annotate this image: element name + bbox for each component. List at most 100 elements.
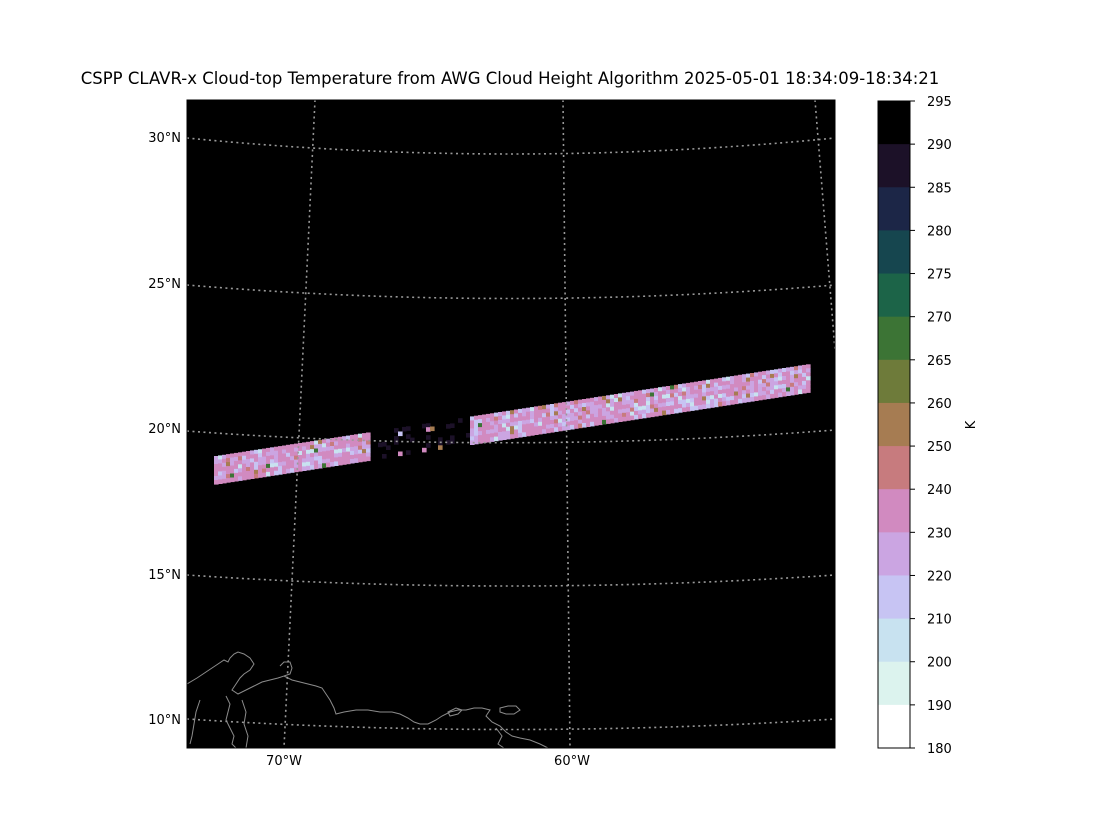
swath-pixel: [654, 387, 659, 393]
swath-pixel: [342, 452, 347, 457]
swath-pixel: [742, 394, 747, 399]
swath-pixel: [770, 393, 775, 399]
swath-pixel: [518, 412, 523, 418]
swath-pixel: [490, 413, 495, 418]
swath-pixel: [714, 394, 719, 400]
colorbar-bin: [878, 532, 910, 576]
swath-pixel: [638, 410, 643, 415]
swath-pixel: [670, 385, 675, 390]
swath-pixel: [634, 414, 639, 420]
swath-pixel: [798, 389, 803, 395]
swath-pixel: [754, 396, 759, 401]
swath-pixel: [330, 438, 335, 443]
swath-pixel: [282, 465, 287, 471]
swath-pixel: [426, 423, 431, 428]
swath-pixel: [306, 441, 311, 447]
swath-pixel: [426, 443, 431, 448]
swath-pixel: [270, 447, 275, 452]
swath-pixel: [326, 446, 331, 452]
swath-pixel: [322, 451, 327, 456]
swath-pixel: [706, 387, 711, 393]
swath-pixel: [634, 406, 639, 412]
swath-pixel: [746, 393, 751, 399]
swath-pixel: [534, 410, 539, 415]
swath-pixel: [306, 449, 311, 455]
swath-pixel: [690, 390, 695, 395]
swath-pixel: [662, 386, 667, 392]
swath-pixel: [666, 402, 671, 407]
swath-pixel: [698, 405, 703, 410]
colorbar-bin: [878, 402, 910, 447]
swath-pixel: [598, 416, 603, 422]
swath-pixel: [234, 476, 239, 482]
swath-pixel: [318, 455, 323, 461]
swath-pixel: [666, 406, 671, 411]
swath-pixel: [570, 424, 575, 430]
swath-pixel: [698, 381, 703, 386]
swath-pixel: [470, 416, 475, 421]
swath-pixel: [778, 392, 783, 398]
swath-pixel: [598, 412, 603, 418]
swath-pixel: [330, 442, 335, 447]
swath-pixel: [590, 397, 595, 403]
swath-pixel: [338, 440, 343, 446]
swath-pixel: [514, 413, 519, 419]
swath-pixel: [498, 412, 503, 417]
swath-pixel: [802, 388, 807, 394]
swath-pixel: [234, 460, 239, 466]
swath-pixel: [250, 466, 255, 471]
swath-pixel: [730, 376, 735, 381]
swath-pixel: [782, 388, 787, 393]
parallel-20n: [187, 429, 835, 444]
colorbar-bin: [878, 359, 910, 404]
swath-pixel: [214, 480, 219, 485]
swath-pixel: [514, 425, 519, 431]
swath-pixel: [346, 459, 351, 465]
swath-pixel: [518, 432, 523, 438]
swath-pixel: [590, 409, 595, 415]
swath-pixel: [650, 400, 655, 406]
swath-pixel: [578, 415, 583, 421]
swath-pixel: [562, 422, 567, 427]
swath-pixel: [238, 460, 243, 465]
swath-pixel: [330, 446, 335, 451]
swath-pixel: [694, 389, 699, 395]
swath-pixel: [218, 479, 223, 484]
colorbar-bin: [878, 704, 910, 749]
swath-pixel: [802, 384, 807, 390]
swath-pixel: [290, 444, 295, 449]
swath-pixel: [362, 453, 367, 458]
swath-pixel: [294, 455, 299, 461]
swath-pixel: [618, 417, 623, 422]
swath-pixel: [686, 382, 691, 388]
swath-pixel: [514, 433, 519, 439]
swath-pixel: [802, 380, 807, 386]
swath-pixel: [478, 427, 483, 432]
colorbar-tick-label: 295: [927, 95, 952, 110]
swath-pixel: [530, 419, 535, 424]
swath-pixel: [226, 478, 231, 483]
lon-tick: 60°W: [554, 754, 590, 769]
swath-pixel: [670, 397, 675, 402]
swath-pixel: [274, 470, 279, 476]
swath-pixel: [466, 433, 471, 438]
swath-pixel: [214, 460, 219, 465]
swath-pixel: [650, 408, 655, 414]
colorbar-tick-label: 260: [927, 397, 952, 412]
swath-pixel: [690, 398, 695, 403]
swath-pixel: [362, 437, 367, 442]
swath-pixel: [678, 404, 683, 409]
swath-pixel: [250, 474, 255, 479]
swath-pixel: [674, 388, 679, 394]
swath-pixel: [242, 475, 247, 481]
swath-pixel: [358, 457, 363, 463]
swath-pixel: [706, 383, 711, 389]
swath-pixel: [290, 456, 295, 461]
swath-pixel: [482, 426, 487, 432]
swath-pixel: [518, 424, 523, 430]
swath-pixel: [226, 466, 231, 471]
swath-pixel: [578, 411, 583, 417]
swath-pixel: [718, 389, 723, 395]
swath-pixel: [514, 417, 519, 423]
swath-pixel: [682, 391, 687, 397]
